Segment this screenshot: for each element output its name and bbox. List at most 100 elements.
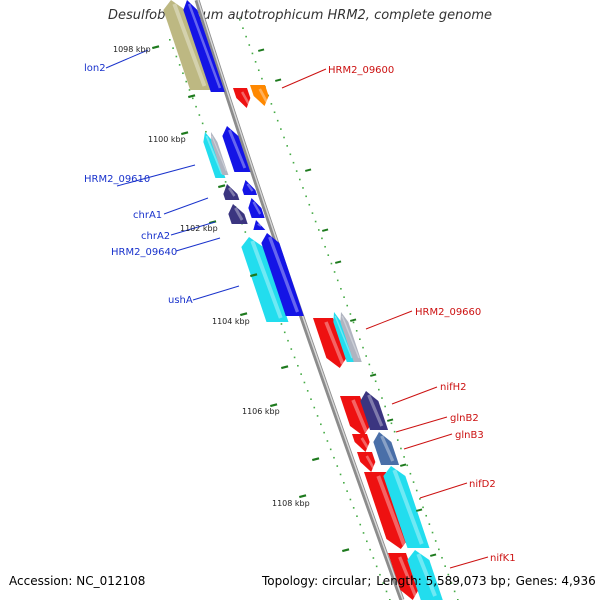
gene-usha-a-shine bbox=[250, 240, 283, 319]
right-dot bbox=[406, 464, 409, 467]
right-dot bbox=[330, 262, 333, 265]
gene-lon2-shine bbox=[187, 3, 222, 89]
right-dot bbox=[378, 388, 380, 391]
right-dot bbox=[396, 439, 399, 441]
gene-lon2 bbox=[183, 0, 225, 92]
right-dot bbox=[422, 506, 424, 509]
gene-label-nifh2[interactable]: nifH2 bbox=[440, 382, 467, 393]
gene-track bbox=[163, 0, 443, 600]
right-dot bbox=[324, 245, 326, 248]
gene-glnb3-a-shine bbox=[365, 455, 375, 469]
right-dot bbox=[289, 153, 292, 156]
gene-label-lon2[interactable]: lon2 bbox=[84, 63, 106, 74]
gene-hrm2-09660-b-shine bbox=[334, 315, 353, 359]
tick-mark bbox=[350, 318, 357, 322]
gene-nifk1 bbox=[388, 553, 419, 600]
gene-nifh2-shine bbox=[351, 399, 369, 433]
left-dot bbox=[175, 55, 178, 58]
left-dot bbox=[372, 557, 375, 559]
left-dot bbox=[346, 490, 348, 492]
gene-label-chra1[interactable]: chrA1 bbox=[133, 210, 162, 221]
left-dot bbox=[316, 415, 319, 417]
right-dot bbox=[343, 296, 345, 298]
gene-label-usha[interactable]: ushA bbox=[168, 295, 193, 306]
right-dot bbox=[450, 582, 453, 584]
right-dot bbox=[349, 313, 352, 315]
right-dot bbox=[280, 128, 282, 130]
right-dot bbox=[425, 514, 428, 517]
left-dot bbox=[349, 498, 352, 501]
gene-label-nifd2[interactable]: nifD2 bbox=[469, 479, 496, 490]
leader-line-right bbox=[365, 310, 413, 330]
left-dot bbox=[352, 507, 355, 509]
right-dot bbox=[286, 145, 288, 147]
gene-hrm2-09610-shine bbox=[228, 129, 247, 169]
gene-label-hrm2-09660[interactable]: HRM2_09660 bbox=[415, 307, 481, 318]
gene-label-nifk1[interactable]: nifK1 bbox=[490, 553, 516, 564]
gene-hrm2-09640 bbox=[253, 220, 266, 230]
left-dot bbox=[185, 80, 188, 83]
gene-glnb2 bbox=[352, 434, 370, 452]
tick-mark bbox=[258, 48, 265, 52]
gene-chra1-shine bbox=[246, 183, 254, 192]
tick-mark bbox=[387, 418, 394, 422]
left-dot bbox=[385, 590, 388, 593]
right-dot bbox=[346, 304, 349, 307]
right-dot bbox=[374, 380, 377, 383]
right-dot bbox=[336, 279, 339, 282]
tick-mark bbox=[335, 260, 342, 264]
gene-label-glnb3[interactable]: glnB3 bbox=[455, 430, 484, 441]
left-dot bbox=[205, 130, 207, 133]
gene-chra1-a bbox=[223, 184, 240, 200]
left-dot bbox=[379, 573, 381, 576]
right-dot bbox=[276, 119, 279, 122]
left-dot bbox=[356, 515, 358, 518]
left-dot bbox=[359, 523, 362, 526]
right-dot bbox=[308, 203, 311, 206]
gene-glnb3-shine bbox=[380, 435, 395, 462]
gene-hrm2-09660-shine bbox=[341, 315, 360, 359]
gene-nifh2-b bbox=[360, 391, 389, 430]
right-dot bbox=[352, 321, 355, 324]
left-dot bbox=[375, 565, 378, 568]
tick-mark bbox=[249, 273, 258, 278]
leader-line-left bbox=[192, 285, 240, 301]
tick-mark bbox=[218, 184, 226, 189]
right-dot bbox=[251, 52, 254, 55]
leader-line-right bbox=[391, 386, 438, 405]
gene-nifd2-b bbox=[383, 466, 430, 548]
right-dot bbox=[365, 355, 367, 357]
leader-line-right bbox=[281, 68, 327, 89]
left-dot bbox=[195, 105, 197, 108]
leader-line-left bbox=[170, 221, 216, 236]
gene-label-hrm2-09640[interactable]: HRM2_09640 bbox=[111, 247, 177, 258]
gene-hrm2-09610-a-shine bbox=[205, 135, 223, 175]
tick-mark bbox=[240, 312, 248, 317]
right-dot bbox=[305, 195, 307, 198]
right-dot bbox=[415, 489, 418, 492]
gene-hrm2-09660-a bbox=[313, 318, 347, 368]
left-dot bbox=[169, 39, 171, 41]
left-dot bbox=[313, 406, 316, 409]
gene-label-glnb2[interactable]: glnB2 bbox=[450, 413, 479, 424]
right-dot bbox=[403, 456, 405, 458]
genome-summary: Topology: circular; Length: 5,589,073 bp… bbox=[262, 574, 596, 588]
gene-label-hrm2-09610[interactable]: HRM2_09610 bbox=[84, 174, 150, 185]
right-dot bbox=[412, 481, 415, 483]
left-dot bbox=[366, 540, 368, 543]
right-dot bbox=[381, 397, 383, 399]
left-dot bbox=[306, 390, 309, 392]
right-dot bbox=[327, 254, 330, 256]
gene-nifk1-b-shine bbox=[416, 553, 437, 597]
tick-mark bbox=[416, 508, 423, 512]
gene-rna-block-shine bbox=[172, 3, 207, 87]
gene-label-hrm2-09600[interactable]: HRM2_09600 bbox=[328, 65, 394, 76]
topology-value: circular bbox=[321, 574, 367, 588]
tick-mark bbox=[305, 168, 312, 172]
gene-usha-a bbox=[241, 237, 289, 322]
gene-hrm2-09660-a-shine bbox=[324, 321, 345, 365]
leader-line-left bbox=[116, 164, 196, 187]
gene-label-chra2[interactable]: chrA2 bbox=[141, 231, 170, 242]
length-label: Length: bbox=[376, 574, 422, 588]
